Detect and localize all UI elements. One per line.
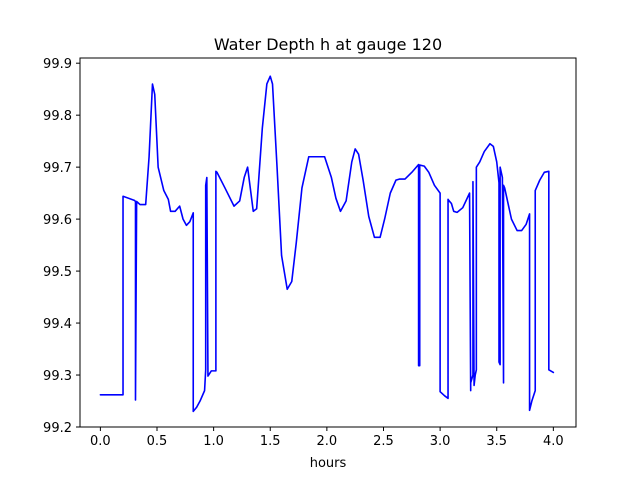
x-tick-label: 0.5 bbox=[147, 434, 168, 449]
y-tick-label: 99.4 bbox=[43, 317, 72, 332]
y-tick-label: 99.5 bbox=[43, 265, 72, 280]
y-axis-ticks: 99.2 99.3 99.4 99.5 99.6 99.7 99.8 99.9 bbox=[43, 57, 80, 436]
y-tick-label: 99.6 bbox=[43, 213, 72, 228]
y-tick-label: 99.3 bbox=[43, 369, 72, 384]
x-tick-label: 0.0 bbox=[90, 434, 111, 449]
x-tick-label: 4.0 bbox=[543, 434, 564, 449]
chart-title: Water Depth h at gauge 120 bbox=[214, 35, 442, 54]
y-tick-label: 99.8 bbox=[43, 109, 72, 124]
x-tick-label: 1.0 bbox=[203, 434, 224, 449]
x-tick-label: 2.0 bbox=[317, 434, 338, 449]
y-tick-label: 99.2 bbox=[43, 421, 72, 436]
x-tick-label: 3.0 bbox=[430, 434, 451, 449]
series-line bbox=[99, 75, 555, 413]
x-tick-label: 3.5 bbox=[486, 434, 507, 449]
plot-area bbox=[99, 75, 555, 413]
x-axis-label: hours bbox=[310, 456, 347, 471]
y-tick-label: 99.7 bbox=[43, 161, 72, 176]
axes-frame bbox=[79, 57, 577, 428]
x-tick-label: 2.5 bbox=[373, 434, 394, 449]
y-tick-label: 99.9 bbox=[43, 57, 72, 72]
x-tick-label: 1.5 bbox=[260, 434, 281, 449]
x-axis-ticks: 0.0 0.5 1.0 1.5 2.0 2.5 3.0 3.5 4.0 bbox=[90, 427, 564, 449]
